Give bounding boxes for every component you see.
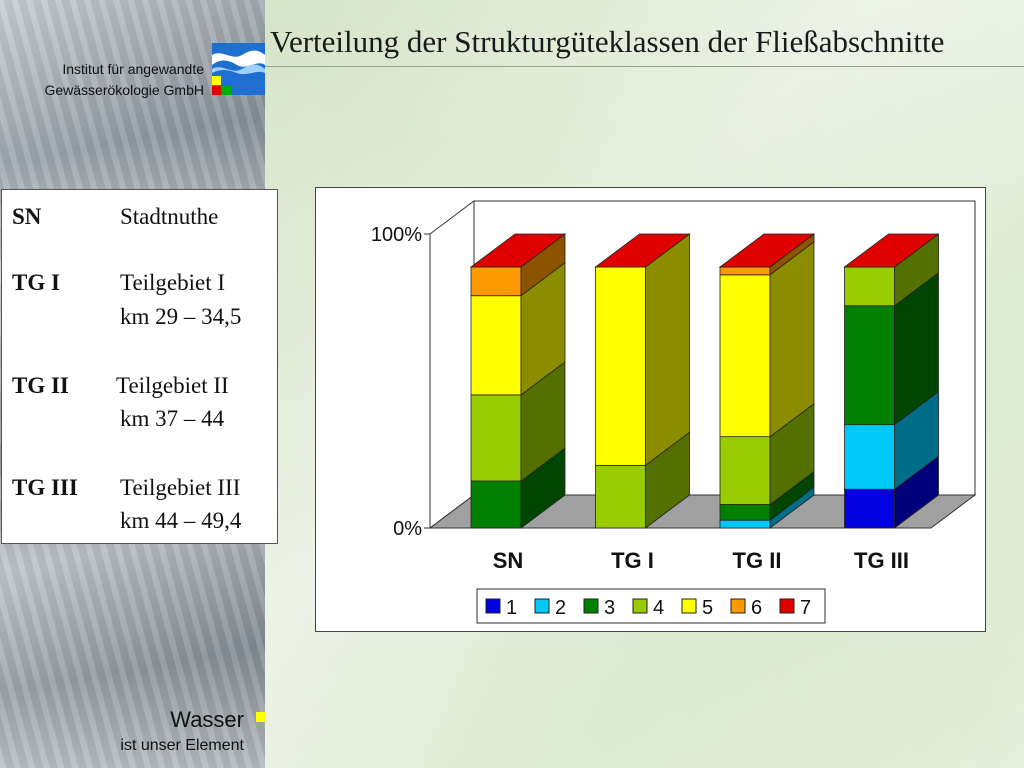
legend-desc-tg1: Teilgebiet I <box>120 270 226 295</box>
bar-top-cap <box>718 233 816 268</box>
x-tick-label: TG I <box>611 548 654 573</box>
institute-name: Institut für angewandte Gewässerökologie… <box>6 59 204 101</box>
x-tick-label: TG II <box>733 548 782 573</box>
chart-legend <box>476 588 826 624</box>
bar-top-cap <box>843 233 940 268</box>
institute-logo-icon <box>212 43 265 95</box>
stacked-bar-chart: 0% 100% SN TG I TG II TG III 1 2 3 4 5 6 7 <box>371 200 977 624</box>
bar-top-cap <box>469 233 567 268</box>
legend-km-tg3: km 44 – 49,4 <box>120 508 242 533</box>
bar-segment-side <box>645 233 690 467</box>
legend-swatch <box>485 598 501 614</box>
x-tick-label: SN <box>493 548 524 573</box>
chart-side-wall <box>429 200 475 529</box>
legend-abbr-tg3: TG III <box>12 475 78 500</box>
x-tick-label: TG III <box>854 548 909 573</box>
legend-label: 5 <box>702 597 713 619</box>
bar-segment <box>719 519 771 529</box>
legend-km-tg2: km 37 – 44 <box>120 406 225 431</box>
footer-accent-square <box>256 712 266 722</box>
abbreviation-legend: SN Stadtnuthe TG I Teilgebiet I km 29 – … <box>1 189 278 544</box>
bar-segment <box>595 266 646 466</box>
legend-desc-tg3: Teilgebiet III <box>120 475 241 500</box>
bar-segment <box>470 480 522 529</box>
legend-desc-tg2: Teilgebiet II <box>116 373 229 398</box>
page-title: Verteilung der Strukturgüteklassen der F… <box>270 24 945 59</box>
bar-segment <box>470 266 522 297</box>
bar-segment <box>470 295 522 396</box>
legend-label: 4 <box>653 597 664 619</box>
bar-segment <box>844 424 895 490</box>
y-tick-label: 100% <box>371 224 422 246</box>
legend-label: 2 <box>555 597 566 619</box>
legend-swatch <box>681 598 697 614</box>
bar-top-cap <box>594 233 691 268</box>
bar-segment <box>844 488 895 529</box>
bar-segment-side <box>769 241 815 438</box>
institute-line-1: Institut für angewandte <box>62 61 204 77</box>
bar-segment <box>719 504 771 521</box>
bar-segment <box>844 266 895 307</box>
legend-abbr-tg2: TG II <box>12 373 69 398</box>
legend-abbr-sn: SN <box>12 204 42 229</box>
legend-swatch <box>534 598 550 614</box>
footer-subslogan: ist unser Element <box>120 737 244 754</box>
bar-segment <box>719 436 771 505</box>
legend-swatch <box>583 598 599 614</box>
legend-swatch <box>632 598 648 614</box>
bar-segment <box>595 464 646 529</box>
legend-abbr-tg1: TG I <box>12 270 60 295</box>
legend-swatch <box>779 598 795 614</box>
institute-line-2: Gewässerökologie GmbH <box>44 82 204 98</box>
legend-label: 1 <box>506 597 517 619</box>
legend-swatch <box>730 598 746 614</box>
legend-desc-sn: Stadtnuthe <box>120 204 219 229</box>
y-tick-label: 0% <box>393 518 422 540</box>
bar-segment <box>719 266 771 276</box>
bar-segment <box>719 274 771 438</box>
legend-km-tg1: km 29 – 34,5 <box>120 304 242 329</box>
bar-segment <box>844 305 895 426</box>
bar-segment <box>470 394 522 482</box>
footer-slogan: Wasser <box>170 707 244 732</box>
legend-label: 7 <box>800 597 811 619</box>
legend-label: 6 <box>751 597 762 619</box>
legend-label: 3 <box>604 597 615 619</box>
title-divider <box>265 66 1024 67</box>
